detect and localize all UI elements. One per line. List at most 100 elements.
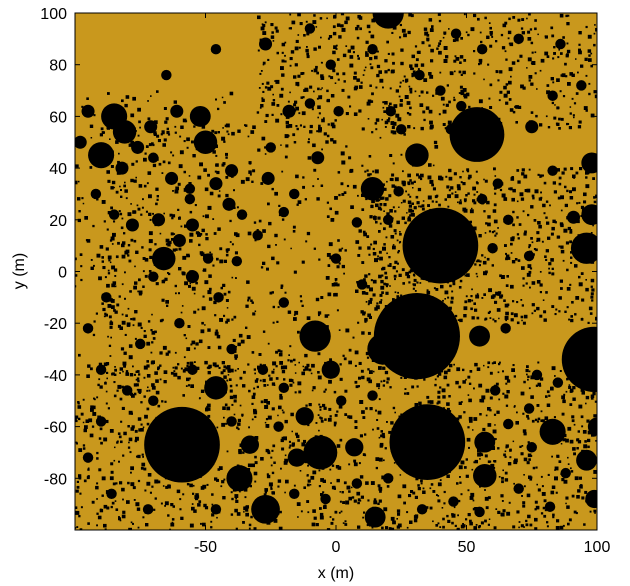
speckle <box>508 67 513 72</box>
speckle <box>437 522 440 525</box>
y-tick-label: 80 <box>49 58 67 75</box>
speckle <box>153 508 156 511</box>
speckle <box>546 221 550 225</box>
speckle <box>285 115 290 119</box>
speckle <box>500 182 504 186</box>
speckle <box>222 387 224 389</box>
speckle <box>251 463 255 468</box>
speckle <box>106 170 110 174</box>
speckle <box>461 270 465 274</box>
speckle <box>399 99 403 103</box>
speckle <box>167 514 170 517</box>
speckle <box>141 462 146 467</box>
speckle <box>421 221 425 225</box>
speckle <box>262 330 266 333</box>
speckle <box>317 105 321 109</box>
speckle <box>142 516 145 519</box>
speckle <box>506 275 509 278</box>
speckle <box>570 251 573 254</box>
speckle <box>556 519 560 523</box>
speckle <box>499 90 503 94</box>
speckle <box>303 459 306 462</box>
speckle <box>526 188 531 193</box>
speckle <box>563 167 567 171</box>
speckle <box>105 390 108 393</box>
speckle <box>585 74 588 77</box>
speckle <box>465 378 467 381</box>
speckle <box>471 299 474 302</box>
speckle <box>427 195 432 200</box>
speckle <box>484 179 488 183</box>
crater-medium <box>560 467 571 479</box>
speckle <box>304 459 309 464</box>
speckle <box>568 384 571 386</box>
speckle <box>537 221 541 225</box>
crater-medium <box>82 452 94 463</box>
speckle <box>167 161 171 165</box>
speckle <box>531 194 535 198</box>
speckle <box>336 265 340 269</box>
speckle <box>125 95 130 99</box>
speckle <box>491 362 494 365</box>
speckle <box>457 250 462 255</box>
speckle <box>293 270 297 274</box>
speckle <box>419 428 424 432</box>
speckle <box>111 501 115 505</box>
speckle <box>81 197 84 200</box>
speckle <box>585 184 590 189</box>
speckle <box>588 92 591 96</box>
speckle <box>235 527 238 530</box>
speckle <box>465 194 468 197</box>
speckle <box>467 262 470 265</box>
speckle <box>84 216 88 220</box>
speckle <box>332 31 337 36</box>
speckle <box>97 383 100 387</box>
speckle <box>201 321 204 325</box>
speckle <box>528 387 531 390</box>
speckle <box>455 380 459 385</box>
speckle <box>125 370 129 373</box>
speckle <box>317 116 319 119</box>
speckle <box>449 275 452 278</box>
speckle <box>164 120 168 124</box>
speckle <box>414 90 417 93</box>
crater-medium <box>213 292 224 303</box>
speckle <box>551 226 555 231</box>
speckle <box>90 405 94 409</box>
speckle <box>279 393 283 397</box>
speckle <box>281 447 285 451</box>
speckle <box>292 230 296 233</box>
speckle <box>303 486 306 489</box>
speckle <box>159 364 162 367</box>
speckle <box>562 438 566 442</box>
speckle <box>174 131 177 134</box>
speckle <box>363 511 366 514</box>
speckle <box>110 462 114 466</box>
speckle <box>155 379 159 383</box>
speckle <box>125 197 128 200</box>
speckle <box>572 187 576 192</box>
speckle <box>573 102 577 105</box>
speckle <box>130 482 135 487</box>
speckle <box>314 435 318 439</box>
speckle <box>545 249 549 253</box>
speckle <box>420 177 423 181</box>
speckle <box>566 49 571 54</box>
speckle <box>563 479 568 484</box>
speckle <box>312 143 316 148</box>
speckle <box>578 43 581 46</box>
speckle <box>316 130 319 133</box>
speckle <box>334 119 337 122</box>
speckle <box>237 342 241 347</box>
speckle <box>440 245 445 249</box>
speckle <box>422 200 425 202</box>
speckle <box>277 349 281 353</box>
speckle <box>442 517 445 521</box>
speckle <box>318 314 320 317</box>
speckle <box>559 370 562 372</box>
speckle <box>543 212 546 215</box>
speckle <box>498 398 501 401</box>
speckle <box>409 90 413 94</box>
speckle <box>298 361 300 364</box>
speckle <box>593 470 597 474</box>
